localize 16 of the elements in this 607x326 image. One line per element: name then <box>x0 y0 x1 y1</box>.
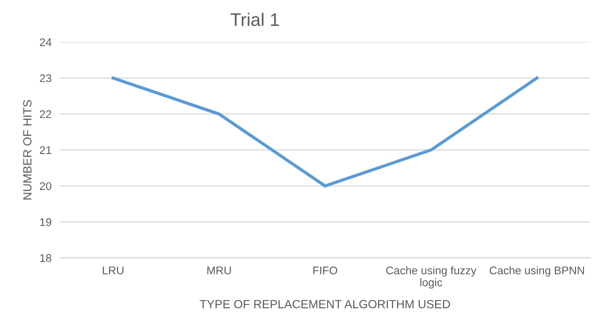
y-tick-label: 22 <box>40 110 52 118</box>
x-tick-label: Cache using fuzzy logic <box>386 266 476 289</box>
y-tick-label: 19 <box>40 218 52 226</box>
line-series <box>112 76 539 188</box>
chart-title: Trial 1 <box>230 12 279 26</box>
y-tick-label: 24 <box>40 38 52 46</box>
x-tick-label: Cache using BPNN <box>490 266 584 277</box>
y-axis-title: NUMBER OF HITS <box>23 100 32 200</box>
x-tick-label: MRU <box>207 266 231 274</box>
y-tick-label: 20 <box>40 182 52 190</box>
x-tick-label: FIFO <box>313 266 338 274</box>
y-tick-label: 23 <box>40 74 52 82</box>
y-tick-label: 21 <box>40 146 52 154</box>
x-axis-title: TYPE OF REPLACEMENT ALGORITHM USED <box>200 300 450 308</box>
y-tick-label: 18 <box>40 254 52 262</box>
x-tick-label: LRU <box>102 266 124 274</box>
